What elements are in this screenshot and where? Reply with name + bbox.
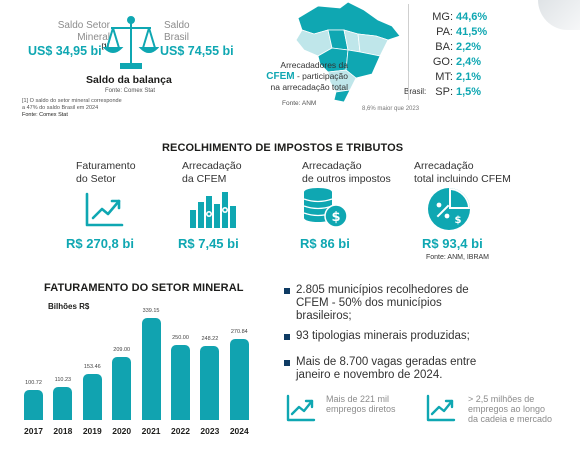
balance-section: Saldo Setor Mineral US$ 34,95 bi[1] Sald… bbox=[0, 0, 250, 128]
balance-title: Saldo da balança bbox=[86, 74, 172, 86]
state-row-4: MT: 2,1% bbox=[427, 70, 487, 85]
trend-up-chart-icon bbox=[286, 394, 316, 422]
coin-bars-icon bbox=[188, 188, 238, 230]
cfem-source: Fonte: ANM bbox=[282, 100, 317, 107]
bar-year-label: 2017 bbox=[24, 426, 43, 436]
brasil-label: Brasil: bbox=[404, 87, 427, 96]
state-code: BA: bbox=[435, 41, 453, 53]
state-code: GO: bbox=[432, 56, 453, 68]
state-code: MT: bbox=[435, 71, 453, 83]
state-share: 2,4% bbox=[456, 56, 482, 68]
balance-footnote: [1] O saldo do setor mineral corresponde… bbox=[22, 98, 122, 118]
state-code: MG: bbox=[432, 11, 453, 23]
revenue-bar-chart: 100.72 110.23 153.46 209.00 339.15 250.00 248.… bbox=[20, 308, 260, 420]
bar-year-label: 2024 bbox=[229, 426, 249, 436]
bar-value-label: 110.23 bbox=[54, 376, 72, 383]
revenue-bar-years: 2017 2018 2019 2020 2021 2022 2023 2024 bbox=[20, 426, 260, 440]
state-share: 41,5% bbox=[456, 26, 488, 38]
bar-year-label: 2022 bbox=[171, 426, 190, 436]
brazil-map bbox=[288, 0, 406, 104]
tax-card-label: Arrecadação total incluindo CFEM bbox=[414, 160, 511, 185]
state-share: 44,6% bbox=[456, 11, 488, 23]
bar-2022 bbox=[171, 345, 190, 420]
bar-2020 bbox=[112, 357, 132, 420]
bar-year-label: 2018 bbox=[53, 426, 73, 436]
tax-card-cfem: Arrecadação da CFEM R$ 7,45 bi bbox=[172, 158, 282, 253]
bar-year-label: 2020 bbox=[112, 426, 132, 436]
bar-value-label: 248.22 bbox=[201, 335, 219, 342]
tax-card-total: Arrecadação total incluindo CFEM $ R$ 93… bbox=[410, 158, 550, 268]
balance-left-value: US$ 34,95 bi[1] bbox=[28, 44, 109, 58]
bar-2023 bbox=[200, 345, 220, 420]
trend-up-chart-icon bbox=[84, 192, 124, 228]
bullet-text: Mais de 8.700 vagas geradas entre janeiro… bbox=[296, 356, 477, 381]
highlight-bullet: 93 tipologias minerais produzidas; bbox=[284, 330, 574, 343]
bar-value-label: 339.15 bbox=[142, 308, 160, 315]
tax-card-label: Arrecadação de outros impostos bbox=[302, 160, 391, 185]
bullet-square-icon bbox=[284, 360, 290, 366]
states-list: MG: 44,6% PA: 41,5% BA: 2,2% GO: 2,4% MT: 2,1% SP:… bbox=[427, 10, 487, 100]
trend-up-chart-icon bbox=[426, 394, 456, 422]
highlight-bullet: Mais de 8.700 vagas geradas entre janeiro… bbox=[284, 356, 574, 382]
state-code: SP: bbox=[435, 86, 453, 98]
cfem-caption: Arrecadadores da CFEM - participação na … bbox=[266, 60, 348, 92]
state-row-2: BA: 2,2% bbox=[427, 40, 487, 55]
taxes-title: RECOLHIMENTO DE IMPOSTOS E TRIBUTOS bbox=[162, 142, 404, 154]
coin-stack-icon: $ bbox=[302, 186, 348, 230]
bullet-square-icon bbox=[284, 334, 290, 340]
balance-right-value: US$ 74,55 bi bbox=[160, 44, 234, 58]
tax-card-label: Faturamento do Setor bbox=[76, 160, 136, 185]
state-share: 1,5% bbox=[456, 86, 482, 98]
state-share: 2,2% bbox=[456, 41, 482, 53]
balance-left-label: Saldo Setor Mineral bbox=[57, 20, 110, 43]
state-row-3: GO: 2,4% bbox=[427, 55, 487, 70]
balance-source: Fonte: Comex Stat bbox=[105, 88, 156, 94]
tax-card-value: R$ 93,4 bi bbox=[422, 236, 483, 251]
bullet-text: 2.805 municípios recolhedores de CFEM - 5… bbox=[296, 284, 469, 322]
tax-card-label: Arrecadação da CFEM bbox=[182, 160, 242, 185]
highlight-bullet: 2.805 municípios recolhedores de CFEM - 5… bbox=[284, 284, 574, 323]
tax-card-revenue: Faturamento do Setor R$ 270,8 bi bbox=[60, 158, 170, 253]
bar-value-label: 250.00 bbox=[172, 335, 189, 341]
state-code: PA: bbox=[436, 26, 453, 38]
taxes-source: Fonte: ANM, IBRAM bbox=[426, 254, 490, 261]
bar-2017 bbox=[24, 389, 43, 420]
tax-card-value: R$ 7,45 bi bbox=[178, 236, 239, 251]
bullet-text: 93 tipologias minerais produzidas; bbox=[296, 330, 470, 342]
bar-2024 bbox=[229, 338, 249, 420]
tax-card-value: R$ 86 bi bbox=[300, 236, 350, 251]
state-row-0: MG: 44,6% bbox=[427, 10, 487, 25]
revenue-chart-unit: Bilhões R$ bbox=[48, 302, 90, 311]
highlight-bullets: 2.805 municípios recolhedores de CFEM - 5… bbox=[284, 280, 574, 390]
svg-text:$: $ bbox=[331, 210, 340, 225]
states-divider bbox=[408, 4, 409, 100]
brasil-note: 8,6% maior que 2023 bbox=[362, 106, 420, 112]
bar-2021 bbox=[141, 318, 161, 420]
jobs-stat-text: Mais de 221 mil empregos diretos bbox=[326, 394, 396, 414]
bullet-square-icon bbox=[284, 288, 290, 294]
bar-year-label: 2021 bbox=[141, 426, 161, 436]
state-share: 2,1% bbox=[456, 71, 482, 83]
bar-2018 bbox=[53, 386, 73, 420]
bar-value-label: 100.72 bbox=[25, 379, 42, 386]
tax-card-value: R$ 270,8 bi bbox=[66, 236, 134, 251]
state-row-5: SP: 1,5% bbox=[427, 85, 487, 100]
bar-2019 bbox=[82, 373, 102, 420]
jobs-stat-text: > 2,5 milhões de empregos ao longo da cade… bbox=[468, 394, 553, 424]
balance-right-label: Saldo Brasil bbox=[164, 20, 190, 43]
svg-text:$: $ bbox=[455, 215, 462, 226]
tax-card-other: Arrecadação de outros impostos $ R$ 86 b… bbox=[296, 158, 406, 253]
bar-value-label: 270.84 bbox=[230, 328, 248, 335]
bar-value-label: 209.00 bbox=[113, 347, 131, 354]
bar-year-label: 2019 bbox=[82, 426, 102, 436]
balance-scale-icon bbox=[103, 12, 159, 72]
state-row-1: PA: 41,5% bbox=[427, 25, 487, 40]
revenue-chart-title: FATURAMENTO DO SETOR MINERAL bbox=[44, 282, 244, 294]
bar-value-label: 153.46 bbox=[83, 363, 101, 370]
pie-percent-icon: $ bbox=[426, 186, 472, 232]
bar-year-label: 2023 bbox=[200, 426, 220, 436]
cfem-map-section: Arrecadadores da CFEM - participação na … bbox=[222, 0, 580, 128]
jobs-stats: Mais de 221 mil empregos diretos > 2,5 mil… bbox=[286, 392, 580, 452]
